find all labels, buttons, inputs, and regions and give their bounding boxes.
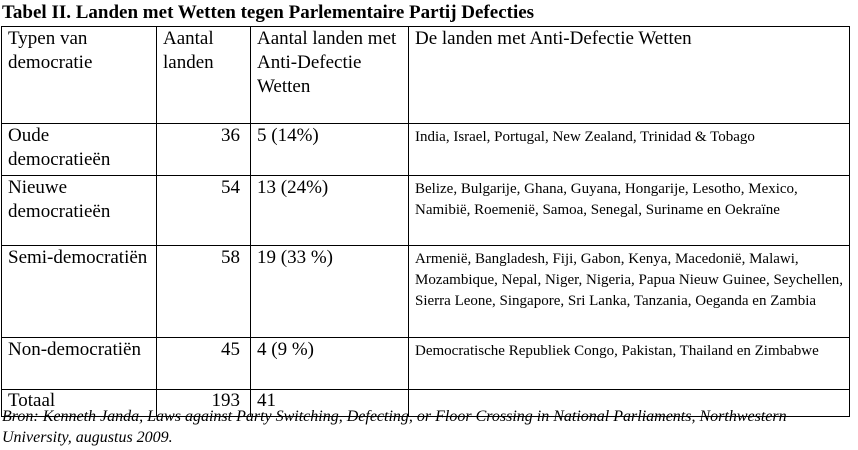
countries-list-cell: Democratische Republiek Congo, Pakistan,…: [408, 337, 850, 390]
table-header-row: Typen van democratie Aantal landen Aanta…: [1, 26, 850, 124]
defection-laws-table: Typen van democratie Aantal landen Aanta…: [1, 26, 850, 417]
header-count-with-laws: Aantal landen met Anti-Defectie Wetten: [250, 26, 409, 124]
count-with-laws-cell: 4 (9 %): [250, 337, 409, 390]
total-count-cell: 193: [156, 389, 251, 417]
total-countries-cell: [408, 389, 850, 417]
countries-list-cell: Belize, Bulgarije, Ghana, Guyana, Hongar…: [408, 175, 850, 246]
democracy-type-cell: Oude democratieën: [1, 123, 157, 176]
count-with-laws-cell: 5 (14%): [250, 123, 409, 176]
table-row: Semi-democratiën 58 19 (33 %) Armenië, B…: [1, 245, 850, 338]
header-democracy-type: Typen van democratie: [1, 26, 157, 124]
header-country-count: Aantal landen: [156, 26, 251, 124]
table-row: Nieuwe democratieën 54 13 (24%) Belize, …: [1, 175, 850, 246]
country-count-cell: 36: [156, 123, 251, 176]
countries-list-cell: India, Israel, Portugal, New Zealand, Tr…: [408, 123, 850, 176]
count-with-laws-cell: 19 (33 %): [250, 245, 409, 338]
countries-list-cell: Armenië, Bangladesh, Fiji, Gabon, Kenya,…: [408, 245, 850, 338]
table-title: Tabel II. Landen met Wetten tegen Parlem…: [2, 2, 535, 23]
democracy-type-cell: Non-democratiën: [1, 337, 157, 390]
country-count-cell: 45: [156, 337, 251, 390]
democracy-type-cell: Semi-democratiën: [1, 245, 157, 338]
total-label-cell: Totaal: [1, 389, 157, 417]
header-countries-with-laws: De landen met Anti-Defectie Wetten: [408, 26, 850, 124]
table-row: Oude democratieën 36 5 (14%) India, Isra…: [1, 123, 850, 176]
country-count-cell: 58: [156, 245, 251, 338]
table-total-row: Totaal 193 41: [1, 389, 850, 417]
table-row: Non-democratiën 45 4 (9 %) Democratische…: [1, 337, 850, 390]
source-citation: Bron: Kenneth Janda, Laws against Party …: [2, 408, 787, 446]
country-count-cell: 54: [156, 175, 251, 246]
democracy-type-cell: Nieuwe democratieën: [1, 175, 157, 246]
count-with-laws-cell: 13 (24%): [250, 175, 409, 246]
